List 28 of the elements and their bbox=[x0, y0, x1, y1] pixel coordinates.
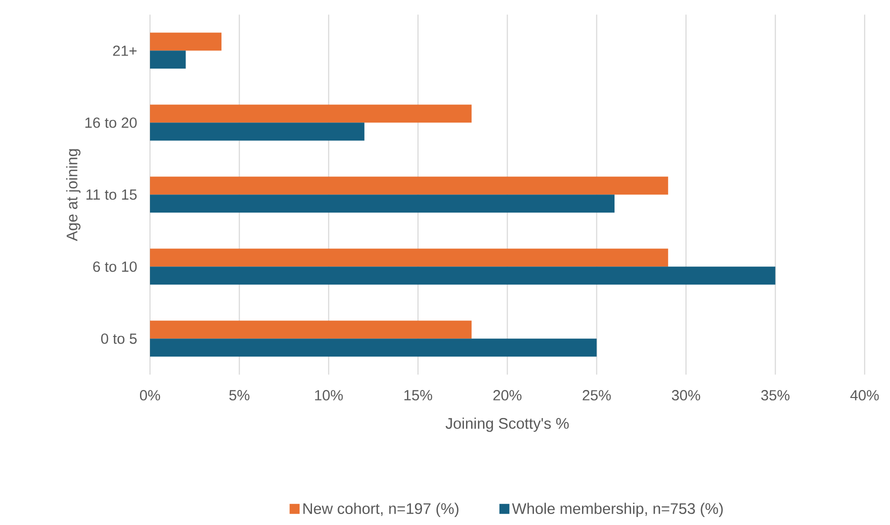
bar bbox=[150, 320, 472, 339]
legend-label: New cohort, n=197 (%) bbox=[303, 502, 458, 518]
x-tick-label: 30% bbox=[672, 390, 700, 400]
x-tick-label: 0% bbox=[140, 390, 160, 400]
bar bbox=[150, 266, 776, 285]
bar bbox=[150, 176, 668, 195]
bar bbox=[150, 50, 186, 69]
y-tick-label: 21+ bbox=[113, 46, 137, 56]
bar bbox=[150, 32, 222, 51]
x-tick-label: 20% bbox=[493, 390, 522, 400]
bar bbox=[150, 248, 668, 267]
bar bbox=[150, 122, 364, 141]
x-tick-label: 5% bbox=[229, 390, 250, 400]
x-tick-label: 40% bbox=[850, 390, 879, 400]
x-tick-label: 35% bbox=[761, 390, 790, 400]
bar bbox=[150, 104, 472, 123]
y-axis-title: Age at joining bbox=[66, 149, 80, 242]
y-tick-label: 16 to 20 bbox=[85, 117, 137, 128]
y-tick-label: 11 to 15 bbox=[86, 190, 137, 200]
legend-label: Whole membership, n=753 (%) bbox=[512, 502, 723, 518]
x-tick-label: 25% bbox=[582, 390, 611, 400]
bar bbox=[150, 338, 597, 357]
x-tick-label: 15% bbox=[404, 390, 432, 400]
bar bbox=[150, 194, 615, 213]
x-tick-label: 10% bbox=[315, 390, 343, 400]
x-axis-title: Joining Scotty's % bbox=[446, 418, 569, 432]
y-tick-label: 6 to 10 bbox=[93, 261, 137, 272]
y-tick-label: 0 to 5 bbox=[101, 333, 137, 344]
